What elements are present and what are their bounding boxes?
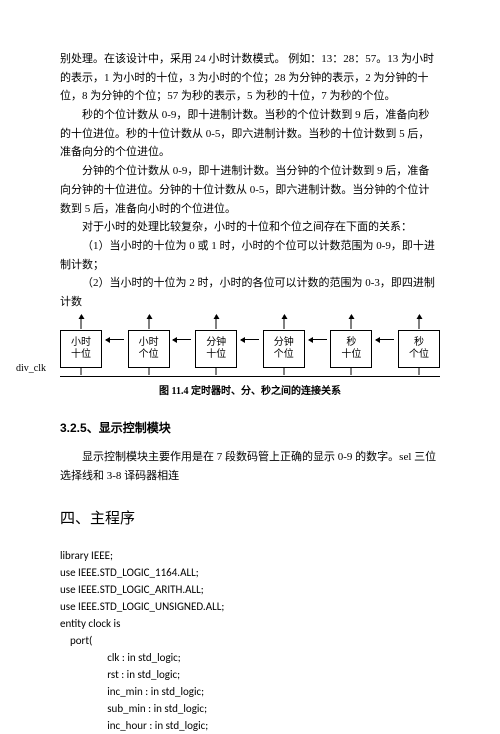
paragraph-5: （1）当小时的十位为 0 或 1 时，小时的个位可以计数范围为 0-9，即十进制… bbox=[60, 237, 440, 274]
section-3-2-5: 3.2.5、显示控制模块 bbox=[60, 418, 440, 438]
paragraph-2: 秒的个位计数从 0-9，即十进制计数。当秒的个位计数到 9 后，准备向秒的十位进… bbox=[60, 106, 440, 162]
arrow bbox=[309, 339, 327, 340]
box-sec-tens: 秒 十位 bbox=[330, 330, 372, 368]
box-hour-tens: 小时 十位 bbox=[60, 330, 102, 368]
diagram-caption: 图 11.4 定时器时、分、秒之间的连接关系 bbox=[60, 383, 440, 400]
box-min-tens: 分钟 十位 bbox=[195, 330, 237, 368]
box-hour-ones: 小时 个位 bbox=[128, 330, 170, 368]
arrow bbox=[106, 339, 124, 340]
box-sec-ones: 秒 个位 bbox=[398, 330, 440, 368]
arrow bbox=[173, 339, 191, 340]
paragraph-3: 分钟的个位计数从 0-9，即十进制计数。当分钟的个位计数到 9 后，准备向分钟的… bbox=[60, 162, 440, 218]
section-4: 四、主程序 bbox=[60, 507, 440, 533]
arrow bbox=[376, 339, 394, 340]
timer-diagram: 小时 十位 小时 个位 分钟 十位 分钟 个位 秒 十位 bbox=[60, 330, 440, 377]
paragraph-1: 别处理。在该设计中，采用 24 小时计数模式。 例如：13：28：57。13 为… bbox=[60, 50, 440, 106]
divclk-label: div_clk bbox=[16, 360, 46, 377]
arrow bbox=[241, 339, 259, 340]
box-min-ones: 分钟 个位 bbox=[263, 330, 305, 368]
paragraph-4: 对于小时的处理比较复杂，小时的十位和个位之间存在下面的关系： bbox=[60, 218, 440, 237]
paragraph-6: （2）当小时的十位为 2 时，小时的各位可以计数的范围为 0-3，即四进制计数 bbox=[60, 274, 440, 311]
vhdl-code: library IEEE; use IEEE.STD_LOGIC_1164.AL… bbox=[60, 547, 440, 734]
paragraph-7: 显示控制模块主要作用是在 7 段数码管上正确的显示 0-9 的数字。sel 三位… bbox=[60, 448, 440, 485]
